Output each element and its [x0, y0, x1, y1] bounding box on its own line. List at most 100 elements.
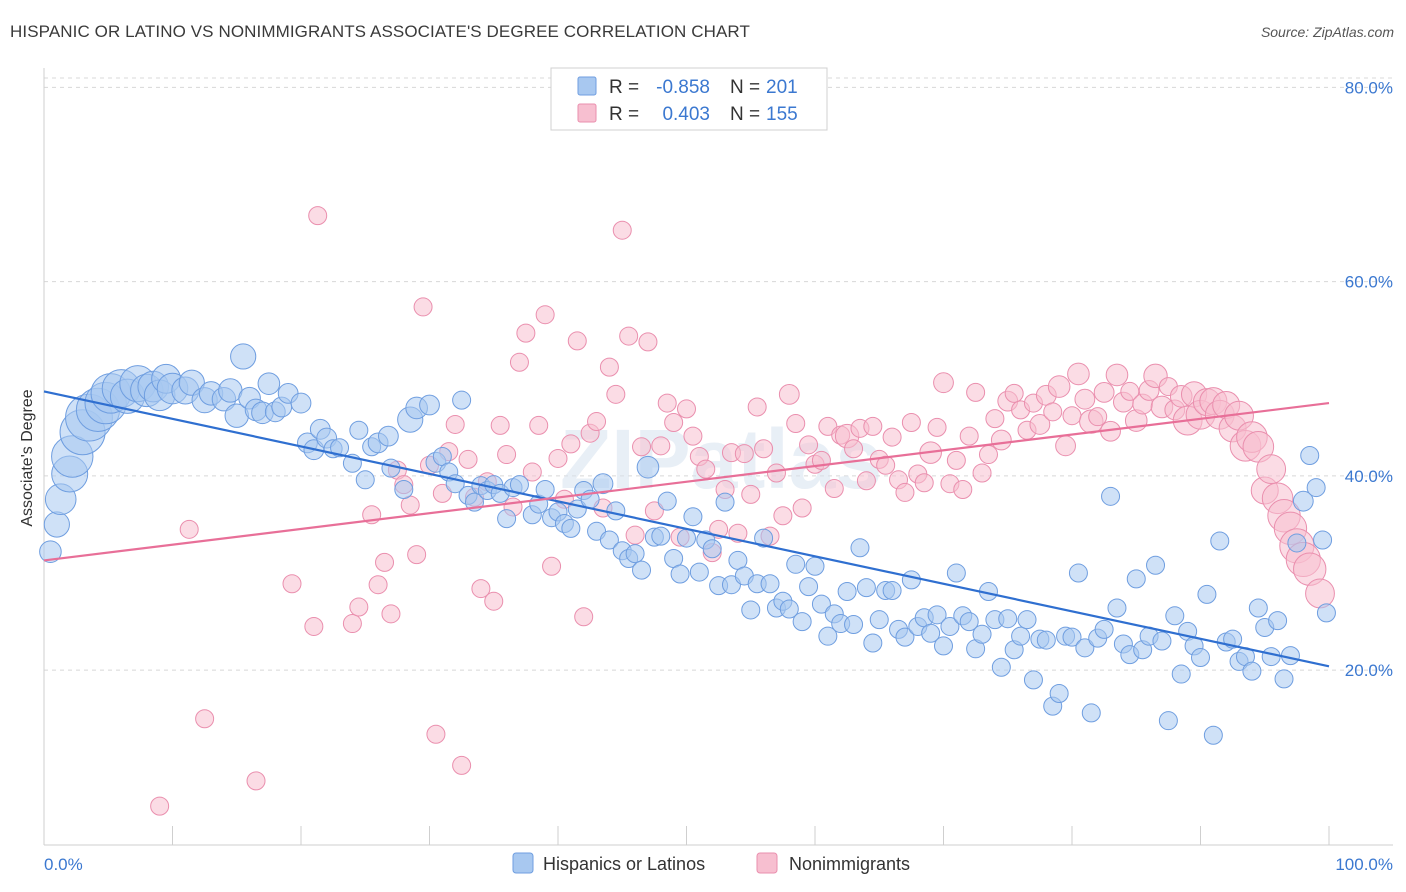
point-hispanics [670, 564, 690, 584]
point-nonimmigrants [413, 297, 433, 317]
point-hispanics [1075, 638, 1095, 658]
stats-n-value-blue: 201 [766, 77, 798, 98]
point-nonimmigrants [407, 545, 427, 565]
point-nonimmigrants [561, 434, 581, 454]
point-nonimmigrants [677, 399, 696, 419]
point-nonimmigrants [773, 506, 793, 526]
point-nonimmigrants [587, 412, 607, 432]
point-nonimmigrants [876, 455, 896, 475]
point-nonimmigrants [490, 415, 510, 435]
point-nonimmigrants [1067, 362, 1090, 386]
point-hispanics [1300, 446, 1320, 466]
chart-source: Source: ZipAtlas.com [1260, 24, 1394, 40]
point-hispanics [683, 507, 703, 527]
series-legend-label-hispanics: Hispanics or Latinos [543, 854, 705, 874]
chart-title: HISPANIC OR LATINO VS NONIMMIGRANTS ASSO… [10, 22, 750, 41]
point-nonimmigrants [458, 449, 478, 469]
point-nonimmigrants [664, 413, 684, 433]
point-hispanics [1081, 703, 1101, 723]
point-hispanics [535, 480, 555, 500]
axes [43, 68, 1393, 846]
point-hispanics [377, 425, 399, 447]
point-nonimmigrants [612, 220, 632, 240]
point-hispanics [419, 394, 440, 416]
point-hispanics [257, 372, 281, 395]
point-hispanics [863, 633, 883, 653]
point-hispanics [290, 392, 312, 414]
point-hispanics [940, 616, 960, 636]
point-hispanics [497, 509, 517, 529]
point-nonimmigrants [349, 597, 369, 617]
point-hispanics [632, 560, 652, 580]
point-hispanics [837, 582, 857, 602]
point-hispanics [760, 574, 780, 594]
point-nonimmigrants [308, 206, 328, 226]
point-hispanics [1268, 611, 1288, 631]
point-nonimmigrants [179, 519, 199, 539]
point-hispanics [972, 624, 992, 644]
point-nonimmigrants [972, 463, 992, 483]
point-hispanics [1165, 606, 1185, 626]
point-hispanics [592, 473, 614, 495]
point-nonimmigrants [342, 614, 362, 634]
point-nonimmigrants [1074, 388, 1096, 410]
point-nonimmigrants [901, 413, 921, 433]
point-hispanics [1126, 569, 1146, 589]
x-ticks [43, 826, 1330, 845]
series-legend-label-nonimmigrants: Nonimmigrants [789, 854, 910, 874]
point-hispanics [927, 605, 947, 625]
point-nonimmigrants [375, 552, 395, 572]
stats-legend-swatch-pink [577, 103, 597, 123]
point-nonimmigrants [914, 473, 934, 493]
point-hispanics [946, 563, 966, 583]
point-nonimmigrants [895, 482, 915, 502]
point-nonimmigrants [644, 501, 664, 521]
point-nonimmigrants [741, 484, 761, 504]
point-nonimmigrants [619, 326, 639, 346]
point-nonimmigrants [728, 523, 748, 543]
point-hispanics [1248, 598, 1268, 618]
point-hispanics [606, 501, 626, 521]
point-nonimmigrants [625, 525, 645, 545]
series-hispanics [39, 343, 1336, 745]
point-hispanics [1107, 598, 1127, 618]
point-nonimmigrants [946, 450, 966, 470]
point-nonimmigrants [426, 724, 446, 744]
point-hispanics [1261, 647, 1281, 667]
point-nonimmigrants [683, 426, 703, 446]
point-nonimmigrants [599, 357, 619, 377]
point-nonimmigrants [529, 415, 549, 435]
point-nonimmigrants [471, 579, 491, 599]
point-hispanics [959, 612, 979, 632]
point-hispanics [330, 438, 350, 458]
series-nonimmigrants [150, 206, 1335, 816]
point-nonimmigrants [509, 352, 529, 372]
point-hispanics [1146, 555, 1166, 575]
point-nonimmigrants [516, 323, 536, 343]
point-hispanics [1017, 610, 1037, 630]
point-hispanics [1094, 619, 1114, 639]
point-hispanics [921, 623, 941, 643]
stats-n-value-pink: 155 [766, 104, 798, 125]
stats-r-value-pink: 0.403 [662, 104, 710, 125]
trendline-hispanics [43, 390, 1330, 668]
point-nonimmigrants [792, 498, 812, 518]
point-hispanics [1011, 626, 1031, 646]
point-hispanics [1068, 563, 1088, 583]
point-hispanics [1292, 490, 1314, 512]
point-hispanics [715, 492, 735, 512]
point-nonimmigrants [985, 409, 1005, 429]
point-hispanics [811, 594, 831, 614]
point-nonimmigrants [632, 437, 652, 457]
series-legend-swatch-nonimmigrants [756, 852, 778, 874]
point-hispanics [786, 554, 806, 574]
point-hispanics [1306, 478, 1326, 498]
point-hispanics [1197, 584, 1217, 604]
point-nonimmigrants [1305, 578, 1335, 609]
point-nonimmigrants [657, 393, 677, 413]
point-nonimmigrants [799, 435, 819, 455]
point-hispanics [1158, 711, 1178, 731]
point-nonimmigrants [445, 414, 465, 434]
point-nonimmigrants [990, 429, 1012, 451]
point-hispanics [1203, 725, 1223, 745]
